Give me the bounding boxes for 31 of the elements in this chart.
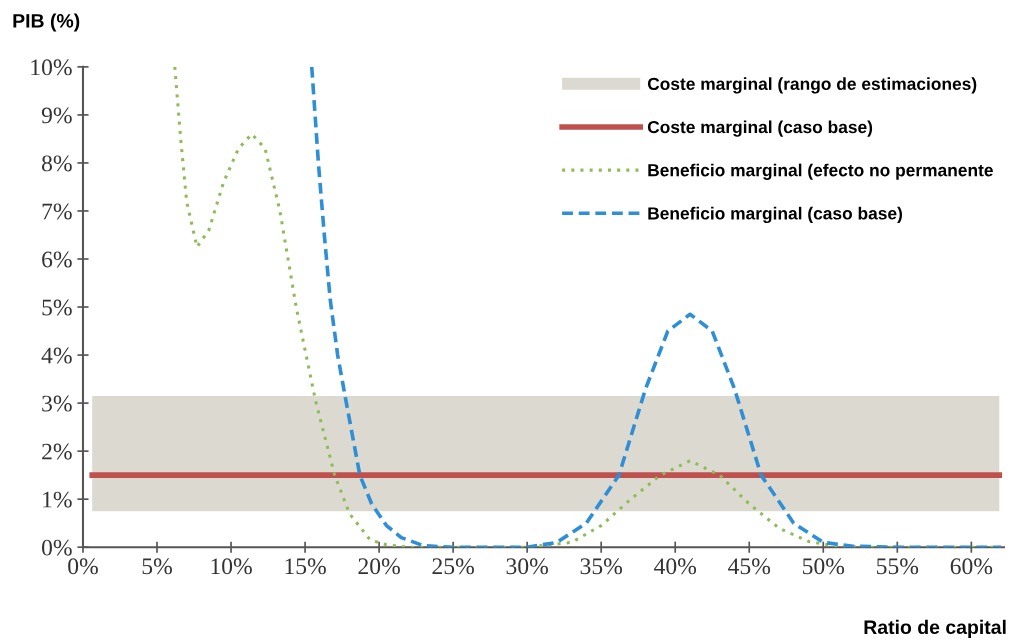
legend-label: Coste marginal (caso base) [647,120,873,137]
x-tick-label: 10% [211,558,252,575]
x-tick-label: 30% [506,558,548,575]
y-tick-label: 2% [42,443,72,460]
x-tick-label: 40% [654,558,697,575]
legend-label: Coste marginal (rango de estimaciones) [647,77,977,94]
y-tick-label: 9% [41,107,72,124]
legend-label: Beneficio marginal (efecto no permanente [648,163,993,180]
x-tick-label: 20% [358,558,400,575]
y-tick-label: 7% [42,203,72,220]
y-tick-label: 8% [41,155,72,172]
y-tick-label: 1% [43,491,72,508]
line-series [309,66,1003,548]
legend-label: Beneficio marginal (caso base) [648,206,902,224]
x-tick-label: 0% [68,558,98,575]
x-axis-title: Ratio de capital [864,619,1006,638]
y-tick-label: 10% [31,59,72,76]
y-tick-label: 6% [42,251,72,268]
x-tick-label: 50% [803,558,845,575]
x-tick-label: 45% [728,558,771,575]
x-tick-label: 35% [580,558,623,575]
y-axis-title: PIB (%) [13,13,80,32]
y-tick-label: 3% [42,395,72,412]
x-tick-label: 55% [877,558,919,575]
y-tick-label: 4% [41,347,72,364]
x-tick-label: 60% [950,558,993,575]
y-tick-label: 5% [42,299,72,316]
x-tick-label: 5% [142,558,172,575]
x-tick-label: 25% [432,558,474,575]
y-tick-label: 0% [41,539,72,556]
x-tick-label: 15% [285,558,326,575]
